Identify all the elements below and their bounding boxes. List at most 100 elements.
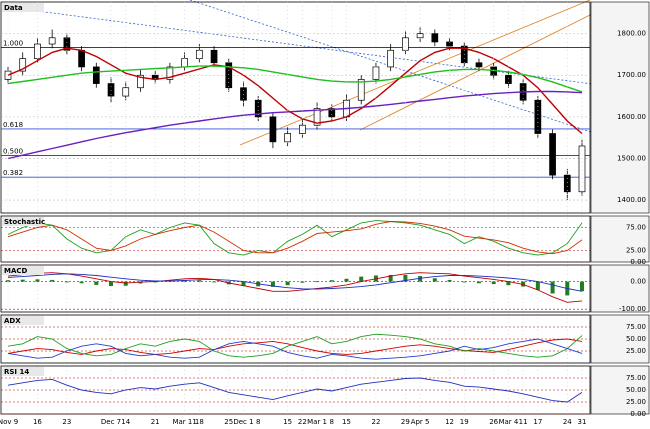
y-tick-label: 75.00 <box>626 374 646 382</box>
x-tick-label: Nov 9 <box>0 418 18 426</box>
series-line <box>7 221 583 255</box>
candle-body <box>505 74 512 84</box>
candle-body <box>402 37 409 51</box>
candle-body <box>313 108 321 126</box>
label-column <box>590 314 650 364</box>
candle-body <box>269 116 277 143</box>
candle-body <box>284 133 291 143</box>
y-tick-label: 50.00 <box>626 386 646 394</box>
histogram-bar <box>535 281 540 290</box>
level-label: 1.000 <box>3 39 23 47</box>
y-tick-label: 1400.00 <box>617 196 646 204</box>
candle-body <box>563 174 571 193</box>
candle-body <box>549 133 556 176</box>
histogram-bar <box>580 281 584 292</box>
series-line <box>7 90 583 160</box>
level-label: 0.500 <box>3 148 23 156</box>
panel-frame <box>0 1 591 214</box>
series-line <box>7 272 583 303</box>
candle-body <box>372 66 380 80</box>
candle-body <box>387 49 395 68</box>
candle-body <box>107 83 115 97</box>
x-tick-label: Mar 4 <box>498 418 518 426</box>
panel-title-bg <box>2 367 44 376</box>
series-line <box>7 65 583 93</box>
panel-title-bg <box>2 266 44 275</box>
panel-frame <box>0 264 591 313</box>
x-tick-label: 26 <box>489 418 498 426</box>
x-tick-label: 29 <box>401 418 410 426</box>
x-tick-label: Dec 7 <box>101 418 121 426</box>
candle-body <box>19 58 27 72</box>
x-tick-label: 22 <box>298 418 307 426</box>
histogram-bar <box>79 281 84 284</box>
x-tick-label: 8 <box>256 418 260 426</box>
histogram-bar <box>241 281 246 286</box>
y-tick-label: 25.00 <box>626 247 646 255</box>
label-column <box>590 1 650 214</box>
series-line <box>7 338 583 360</box>
x-tick-label: 22 <box>371 418 380 426</box>
y-tick-label: 75.00 <box>626 323 646 331</box>
x-tick-label: Mar 1 <box>307 418 327 426</box>
histogram-bar <box>109 281 114 287</box>
histogram-bar <box>550 281 555 294</box>
panel-title: RSI 14 <box>4 368 29 376</box>
x-tick-label: 15 <box>283 418 292 426</box>
histogram-bar <box>315 281 320 282</box>
candle-body <box>137 74 144 89</box>
x-tick-label: 14 <box>121 418 130 426</box>
candle-body <box>166 66 174 80</box>
histogram-bar <box>506 281 511 286</box>
histogram-bar <box>285 281 290 286</box>
histogram-bar <box>123 281 128 286</box>
y-tick-label: 1700.00 <box>617 71 646 79</box>
y-tick-label: 1500.00 <box>617 154 646 162</box>
y-tick-label: 1600.00 <box>617 113 646 121</box>
y-tick-label: 0.00 <box>630 278 646 286</box>
histogram-bar <box>6 280 10 282</box>
x-tick-label: 15 <box>342 418 351 426</box>
histogram-bar <box>20 279 25 282</box>
label-column <box>590 264 650 313</box>
x-tick-label: 19 <box>460 418 469 426</box>
series-line <box>7 333 583 358</box>
histogram-bar <box>447 279 452 282</box>
candle-body <box>328 108 336 118</box>
panel-frame <box>0 215 591 263</box>
series-line <box>7 47 583 135</box>
candle-body <box>48 37 56 45</box>
histogram-bar <box>50 279 55 282</box>
candle-body <box>122 87 130 97</box>
histogram-bar <box>432 278 437 282</box>
candle-body <box>78 49 85 68</box>
x-tick-label: 24 <box>563 418 572 426</box>
histogram-bar <box>212 281 217 283</box>
panel-title-bg <box>2 3 44 12</box>
x-tick-label: 11 <box>519 418 528 426</box>
y-tick-label: 75.00 <box>626 224 646 232</box>
x-tick-label: 16 <box>33 418 42 426</box>
x-tick-label: 12 <box>445 418 454 426</box>
histogram-bar <box>344 278 349 282</box>
candle-body <box>240 87 247 101</box>
y-tick-label: 25.00 <box>626 398 646 406</box>
candle-body <box>92 66 100 84</box>
y-tick-label: 50.00 <box>626 335 646 343</box>
series-line <box>7 338 583 355</box>
candle-body <box>4 70 12 80</box>
level-label: 0.382 <box>3 169 23 177</box>
candle-body <box>416 33 424 39</box>
panel-title: MACD <box>4 267 28 275</box>
candle-body <box>254 99 262 118</box>
candle-body <box>299 124 306 134</box>
histogram-bar <box>64 281 69 283</box>
x-tick-label: 21 <box>151 418 160 426</box>
histogram-bar <box>418 276 423 282</box>
candle-body <box>210 49 218 64</box>
x-tick-label: 31 <box>578 418 587 426</box>
x-tick-label: Apr 5 <box>411 418 430 426</box>
y-tick-label: 0.00 <box>630 410 646 418</box>
x-tick-label: Mar 11 <box>172 418 196 426</box>
